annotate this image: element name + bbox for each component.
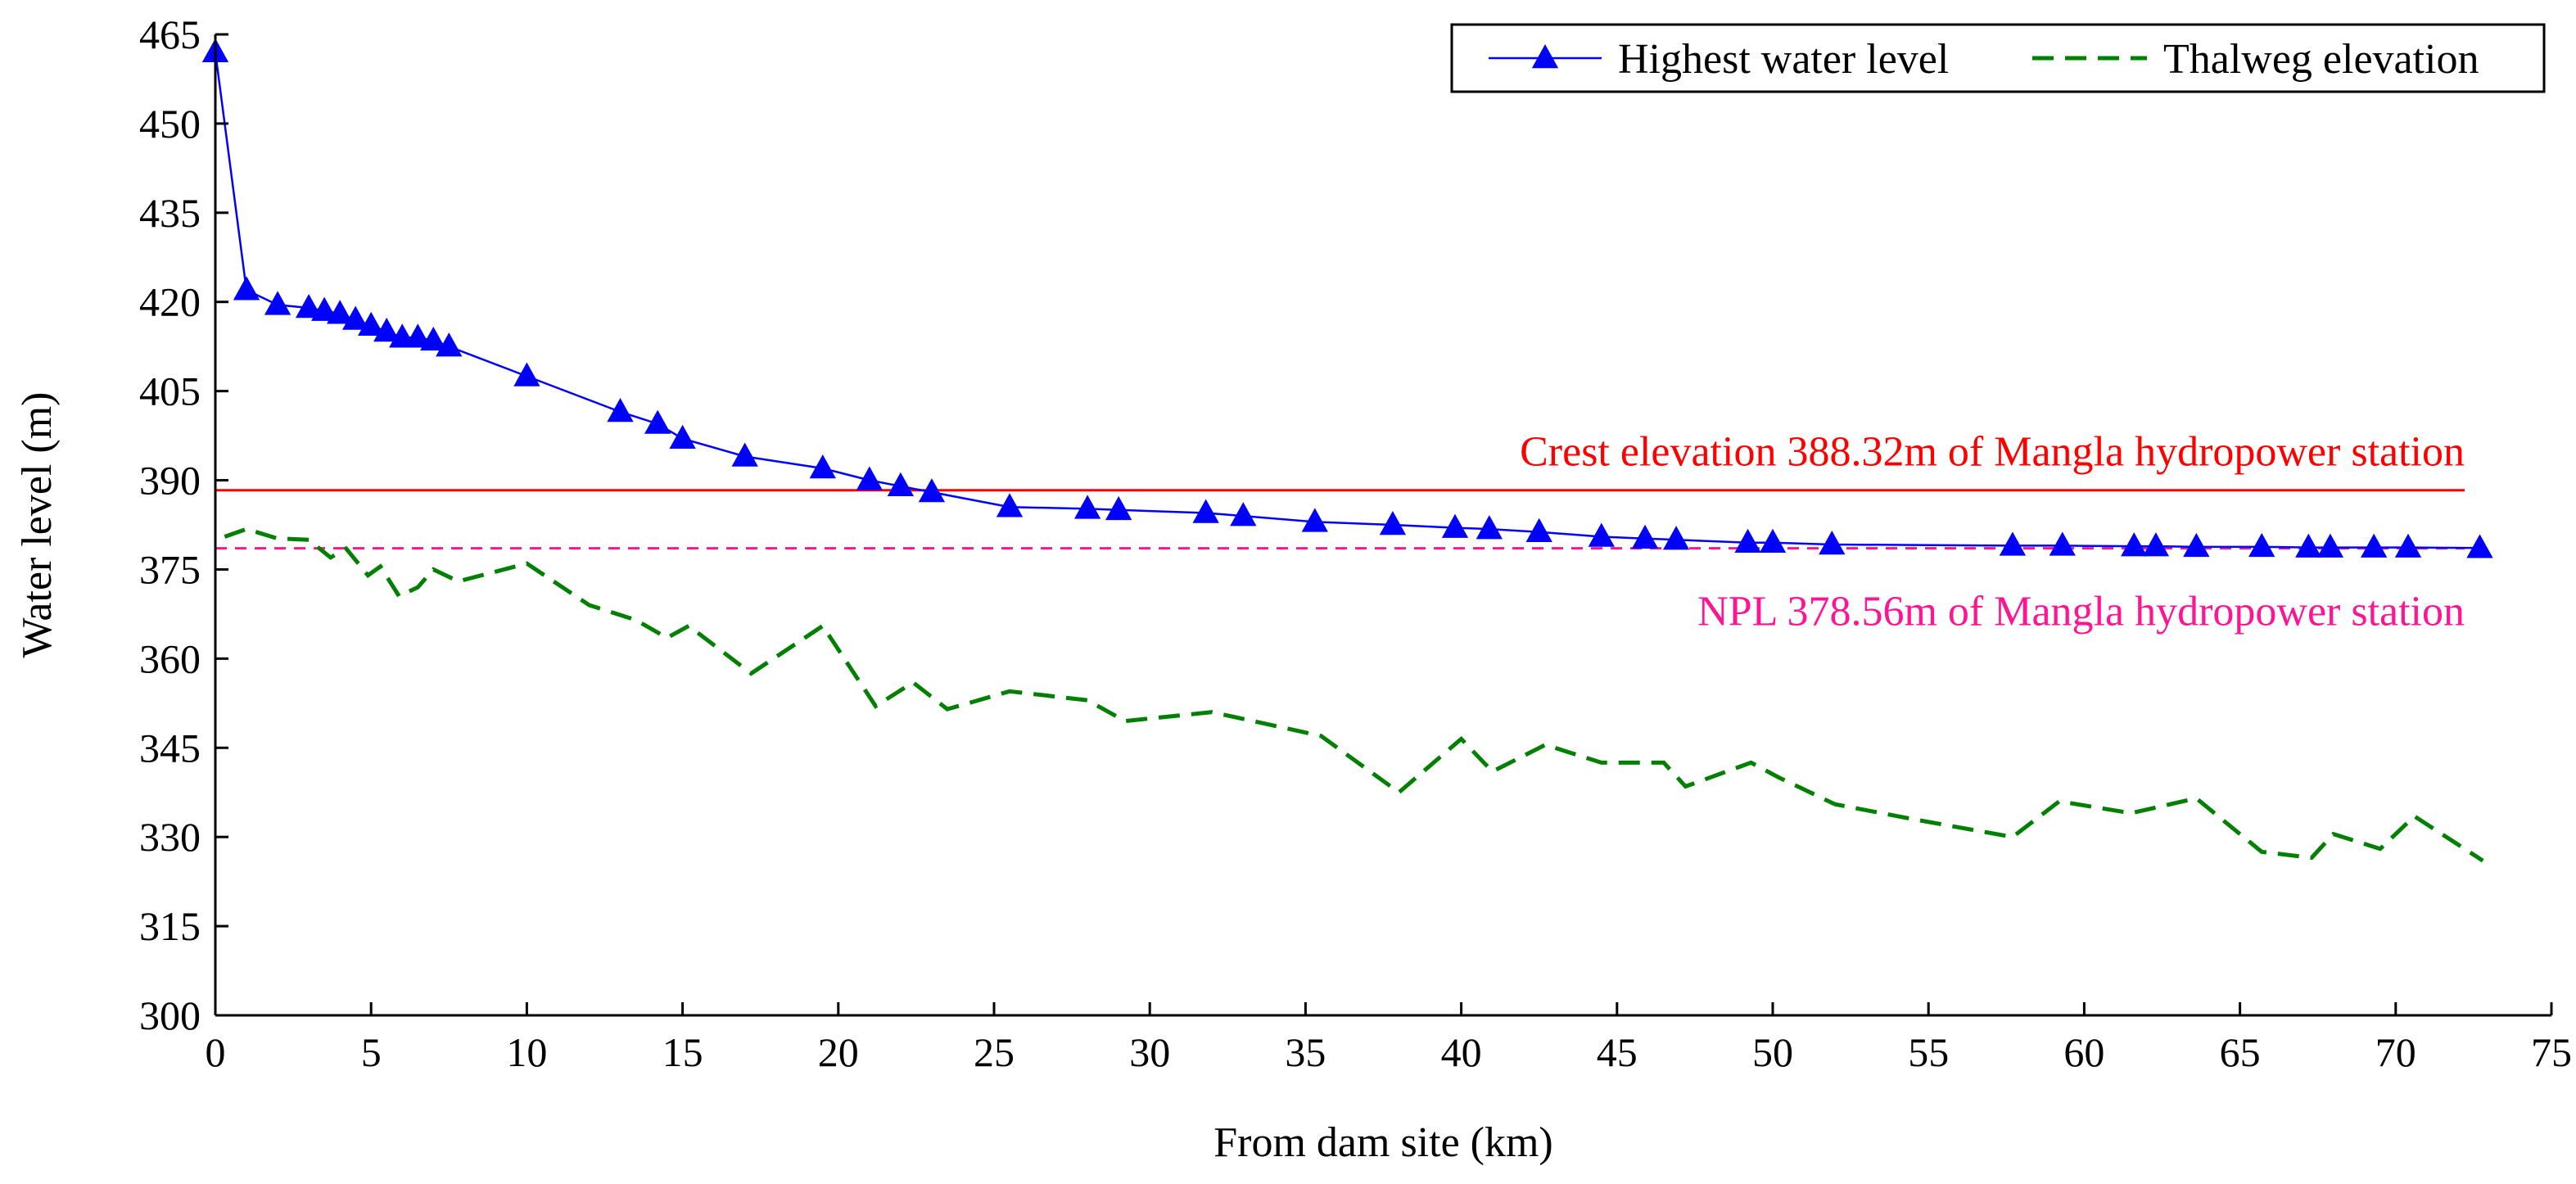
data-point-marker	[1105, 495, 1132, 521]
legend-label-thalweg-elevation: Thalweg elevation	[2163, 36, 2479, 83]
data-point-marker	[2121, 532, 2148, 557]
y-tick-label: 330	[139, 814, 201, 860]
data-point-marker	[2316, 533, 2344, 558]
y-tick-label: 375	[139, 546, 201, 592]
y-tick-label: 315	[139, 903, 201, 949]
data-series	[201, 38, 2493, 863]
data-point-marker	[404, 323, 432, 348]
x-tick-label: 55	[1908, 1029, 1949, 1075]
data-point-marker	[1759, 528, 1787, 554]
data-point-marker	[918, 478, 946, 503]
y-tick-label: 465	[139, 11, 201, 57]
x-tick-label: 65	[2220, 1029, 2261, 1075]
data-point-marker	[1379, 511, 1407, 536]
legend: Highest water level Thalweg elevation	[1450, 23, 2546, 93]
data-point-marker	[2183, 532, 2210, 558]
axes	[214, 33, 2553, 1017]
x-tick-label: 75	[2531, 1029, 2572, 1075]
x-tick-label: 15	[662, 1029, 703, 1075]
data-point-marker	[996, 493, 1024, 517]
data-point-marker	[1734, 528, 1761, 554]
data-point-marker	[809, 454, 836, 479]
y-axis-title: Water level (m)	[14, 392, 61, 658]
x-tick-label: 30	[1129, 1029, 1170, 1075]
data-point-marker	[1662, 526, 1690, 550]
y-tick-label: 360	[139, 635, 201, 681]
x-tick-label: 40	[1441, 1029, 1482, 1075]
x-tick-label: 5	[361, 1029, 382, 1075]
data-point-marker	[1230, 502, 1257, 526]
x-tick-label: 35	[1285, 1029, 1326, 1075]
data-point-marker	[342, 305, 369, 330]
tick-labels: 300 315 330 345 360 375 390 405 420 435 450 465 0 5 10…	[139, 11, 2572, 1075]
data-point-marker	[373, 318, 400, 342]
data-point-marker	[310, 296, 338, 321]
data-point-marker	[327, 300, 354, 324]
data-point-marker	[358, 311, 385, 337]
data-point-marker	[669, 424, 696, 449]
x-tick-label: 25	[974, 1029, 1015, 1075]
data-point-marker	[1819, 530, 1846, 555]
y-tick-label: 450	[139, 101, 201, 147]
data-point-marker	[887, 472, 915, 497]
series-thalweg-elevation	[224, 526, 2484, 863]
data-point-marker	[1476, 515, 1503, 540]
data-point-marker	[644, 409, 671, 434]
data-point-marker	[1301, 508, 1328, 532]
data-point-marker	[1073, 495, 1101, 519]
data-point-marker	[1192, 499, 1219, 523]
legend-box	[1450, 23, 2546, 93]
legend-marker-triangle	[1531, 44, 1559, 69]
data-point-marker	[2361, 533, 2388, 558]
data-point-marker	[2394, 533, 2422, 558]
y-tick-label: 390	[139, 458, 201, 504]
data-point-marker	[2466, 534, 2493, 558]
data-point-marker	[1588, 522, 1615, 547]
data-point-marker	[856, 466, 883, 490]
data-point-marker	[2248, 532, 2275, 558]
x-axis-title: From dam site (km)	[1213, 1119, 1553, 1166]
data-point-marker	[264, 291, 291, 315]
x-tick-label: 45	[1597, 1029, 1638, 1075]
data-point-marker	[295, 293, 323, 319]
data-point-marker	[1525, 517, 1552, 542]
series-line-thalweg-elevation	[224, 526, 2484, 863]
series-highest-water-level	[201, 38, 2493, 558]
data-point-marker	[2142, 532, 2170, 557]
y-tick-label: 345	[139, 725, 201, 771]
ref-label-npl: NPL 378.56m of Mangla hydropower station	[1697, 589, 2465, 635]
data-point-marker	[1999, 531, 2027, 556]
data-point-marker	[513, 362, 540, 386]
data-point-marker	[731, 442, 758, 467]
reference-lines: Crest elevation 388.32m of Mangla hydrop…	[215, 429, 2465, 635]
x-tick-label: 70	[2375, 1029, 2416, 1075]
data-point-marker	[1631, 524, 1659, 549]
data-point-marker	[1441, 513, 1469, 538]
x-tick-label: 50	[1752, 1029, 1793, 1075]
y-tick-label: 405	[139, 368, 201, 414]
y-tick-label: 420	[139, 279, 201, 325]
y-tick-label: 435	[139, 190, 201, 236]
data-point-marker	[2295, 533, 2322, 558]
data-point-marker	[607, 398, 634, 423]
x-tick-label: 10	[506, 1029, 547, 1075]
data-point-marker	[436, 332, 463, 357]
data-point-marker	[233, 276, 260, 301]
data-point-marker	[420, 326, 447, 351]
x-tick-label: 0	[206, 1029, 226, 1075]
x-tick-label: 20	[818, 1029, 859, 1075]
y-tick-label: 300	[139, 992, 201, 1038]
x-tick-label: 60	[2063, 1029, 2104, 1075]
legend-label-highest-water-level: Highest water level	[1618, 36, 1949, 83]
data-point-marker	[2049, 531, 2076, 556]
ref-label-crest-elevation: Crest elevation 388.32m of Mangla hydrop…	[1520, 429, 2465, 476]
